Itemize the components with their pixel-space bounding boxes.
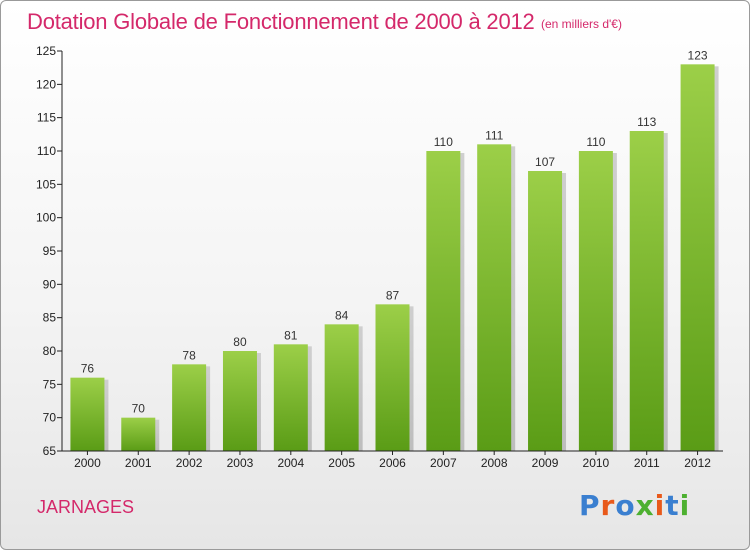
bar: [70, 377, 105, 451]
y-tick-label: 110: [37, 144, 56, 158]
y-tick-label: 90: [43, 277, 57, 291]
data-label: 76: [81, 362, 95, 376]
bar: [680, 64, 715, 452]
bar: [273, 344, 308, 451]
axis-layer: 2000 2001 2002 2003 2004 2005 2006 2007 2008 2009…: [36, 44, 723, 470]
x-tick-label: 2010: [583, 456, 610, 470]
unit-note: (en milliers d'€): [541, 17, 622, 31]
y-tick-label: 70: [43, 411, 57, 425]
logo-letter: r: [600, 489, 616, 522]
x-tick-label: 2004: [277, 456, 304, 470]
x-tick-label: 2008: [481, 456, 508, 470]
x-tick-label: 2011: [634, 456, 660, 470]
y-tick-label: 80: [43, 344, 57, 358]
bars-layer: 76 70 78 80 81 84 87 110 111 107 110 113 123: [70, 48, 719, 452]
bar: [375, 304, 410, 451]
data-label: 111: [485, 128, 504, 142]
x-tick-label: 2012: [684, 456, 711, 470]
y-tick-label: 95: [43, 244, 57, 258]
bar: [528, 171, 563, 451]
x-tick-label: 2003: [227, 456, 254, 470]
bar: [222, 351, 257, 451]
data-label: 107: [535, 155, 555, 169]
data-label: 78: [182, 348, 196, 362]
data-label: 123: [688, 48, 708, 62]
bar: [477, 144, 512, 452]
y-tick-label: 100: [36, 211, 56, 225]
y-tick-label: 115: [37, 111, 56, 125]
bar: [324, 324, 359, 451]
bar: [121, 417, 156, 451]
data-label: 113: [637, 115, 656, 129]
city-name: JARNAGES: [37, 497, 135, 517]
logo-letter: o: [615, 489, 636, 522]
x-tick-label: 2005: [328, 456, 355, 470]
logo-letter: i: [679, 489, 691, 522]
x-tick-label: 2002: [176, 456, 203, 470]
y-tick-label: 105: [36, 177, 56, 191]
x-tick-label: 2006: [379, 456, 406, 470]
data-label: 84: [335, 308, 349, 322]
logo-letter: i: [654, 489, 666, 522]
x-tick-label: 2009: [532, 456, 559, 470]
x-tick-label: 2001: [125, 456, 152, 470]
data-label: 81: [284, 328, 298, 342]
logo-letter: P: [579, 489, 601, 522]
y-tick-label: 65: [43, 444, 57, 458]
x-tick-label: 2000: [74, 456, 101, 470]
data-label: 87: [386, 288, 400, 302]
data-label: 80: [233, 335, 247, 349]
bar: [629, 131, 664, 451]
x-tick-label: 2007: [430, 456, 457, 470]
y-tick-label: 125: [36, 44, 56, 58]
data-label: 70: [132, 402, 146, 416]
y-tick-label: 85: [43, 311, 57, 325]
y-tick-label: 120: [36, 77, 56, 91]
bar: [426, 151, 461, 451]
bar: [578, 151, 613, 451]
data-label: 110: [586, 135, 605, 149]
logo-letter: t: [665, 489, 680, 522]
chart-title: Dotation Globale de Fonctionnement de 20…: [27, 9, 535, 34]
y-tick-label: 75: [43, 377, 57, 391]
bar: [172, 364, 207, 451]
proxiti-logo: Proxiti: [579, 489, 690, 522]
data-label: 110: [434, 135, 453, 149]
logo-letter: x: [635, 489, 655, 522]
